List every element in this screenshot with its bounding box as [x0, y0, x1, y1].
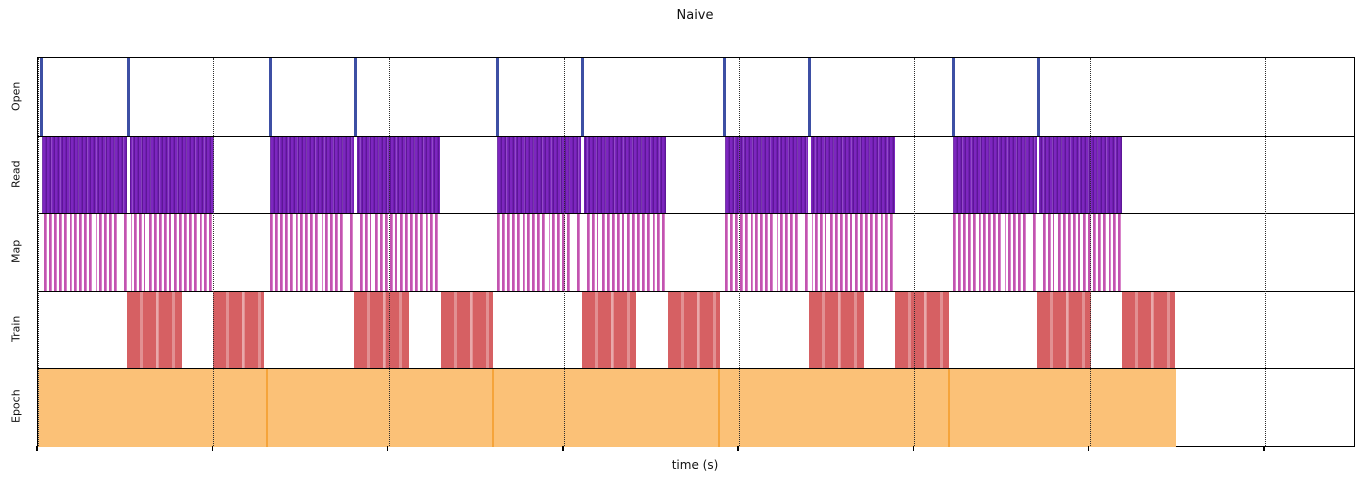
train-activity-bar — [126, 291, 182, 370]
y-label-train: Train — [9, 315, 23, 343]
read-activity-bar-gap — [808, 136, 811, 215]
open-event-spike — [268, 58, 272, 136]
track-row-open — [38, 58, 1354, 136]
y-label-map: Map — [9, 239, 23, 263]
open-event-spike — [723, 58, 727, 136]
open-event-spike — [952, 58, 956, 136]
open-event-spike — [1036, 58, 1040, 136]
y-label-read: Read — [9, 160, 23, 188]
epoch-separator — [948, 369, 951, 447]
read-events-layer — [38, 136, 1354, 215]
open-event-spike — [581, 58, 585, 136]
train-activity-bar — [1121, 291, 1176, 370]
plot-area — [37, 57, 1355, 447]
train-activity-bar — [667, 291, 720, 370]
map-events-layer — [38, 214, 1354, 292]
read-activity-bar-gap — [354, 136, 357, 215]
map-activity-bar-gap — [1036, 214, 1041, 292]
map-activity-bar-gap — [354, 214, 359, 292]
train-activity-bar — [353, 291, 409, 370]
epoch-bar — [493, 369, 720, 447]
train-activity-bar — [440, 291, 494, 370]
epoch-separator — [265, 369, 268, 447]
open-event-spike — [40, 58, 44, 136]
map-activity-bar-gap — [808, 214, 813, 292]
read-activity-bar-gap — [127, 136, 130, 215]
open-event-spike — [127, 58, 131, 136]
track-row-read — [38, 135, 1354, 215]
read-activity-bar-gap — [581, 136, 584, 215]
epoch-events-layer — [38, 369, 1354, 447]
train-events-layer — [38, 291, 1354, 370]
map-activity-bar-gap — [127, 214, 132, 292]
train-activity-bar — [1036, 291, 1092, 370]
epoch-bar — [38, 369, 267, 447]
open-event-spike — [808, 58, 812, 136]
x-axis-label: time (s) — [671, 458, 719, 472]
map-activity-bar-gap — [581, 214, 586, 292]
y-label-epoch: Epoch — [9, 389, 23, 423]
open-event-spike — [495, 58, 499, 136]
epoch-separator — [718, 369, 721, 447]
open-event-spike — [354, 58, 358, 136]
train-activity-bar — [809, 291, 865, 370]
train-activity-bar — [582, 291, 636, 370]
open-events-layer — [38, 58, 1354, 136]
track-row-map — [38, 213, 1354, 292]
y-label-open: Open — [9, 81, 23, 111]
chart-title: Naive — [676, 8, 714, 23]
epoch-bar — [719, 369, 950, 447]
train-activity-bar — [894, 291, 950, 370]
track-row-train — [38, 290, 1354, 370]
read-activity-bar-gap — [1036, 136, 1040, 215]
epoch-separator — [492, 369, 495, 447]
track-row-epoch — [38, 368, 1354, 447]
epoch-bar — [266, 369, 494, 447]
train-activity-bar — [213, 291, 264, 370]
epoch-bar — [949, 369, 1177, 447]
